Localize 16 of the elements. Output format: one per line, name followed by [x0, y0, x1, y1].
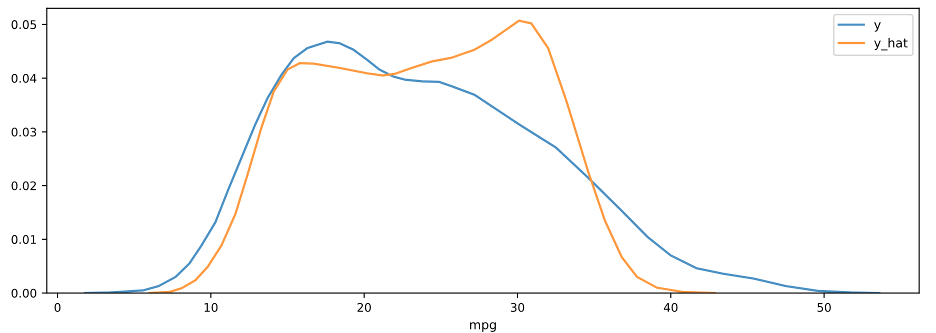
legend-label: y — [874, 22, 881, 32]
y-tick-label: 0.03 — [12, 128, 36, 137]
y-tick-label: 0.04 — [12, 74, 36, 83]
legend-label: y_hat — [874, 38, 908, 50]
y-tick-label: 0.02 — [12, 181, 36, 190]
x-tick-label: 30 — [510, 302, 524, 312]
y-tick-label: 0.01 — [12, 235, 36, 244]
y-tick-label: 0.05 — [12, 20, 36, 30]
x-tick-label: 10 — [204, 302, 218, 312]
x-tick-label: 50 — [818, 302, 831, 312]
x-tick-label: 0 — [54, 302, 61, 312]
y-tick-label: 0.00 — [12, 288, 36, 298]
line-series — [148, 20, 716, 294]
x-tick-label: 20 — [358, 302, 371, 312]
x-tick-label: 40 — [664, 302, 678, 312]
x-axis-title: mpg — [470, 322, 496, 332]
